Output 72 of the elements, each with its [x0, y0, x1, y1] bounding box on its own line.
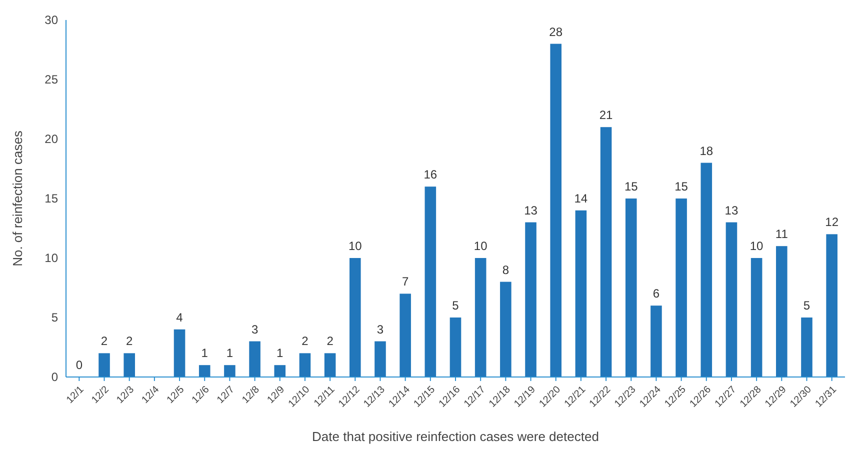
data-label: 3	[251, 322, 258, 336]
bar	[500, 282, 512, 377]
data-label: 5	[452, 298, 460, 312]
y-tick-label: 10	[44, 251, 58, 266]
data-label: 2	[326, 334, 334, 348]
data-label: 5	[803, 298, 810, 312]
data-label: 13	[524, 203, 538, 218]
x-tick-label: 12/1	[64, 384, 87, 406]
bar	[826, 234, 838, 377]
bar	[550, 44, 562, 377]
data-label: 15	[624, 180, 638, 194]
data-label: 0	[76, 358, 83, 372]
bar	[424, 186, 436, 377]
data-label: 10	[750, 239, 764, 253]
bar	[98, 353, 110, 377]
x-axis-title: Date that positive reinfection cases were detected	[312, 429, 599, 444]
data-label: 2	[100, 334, 108, 348]
data-label: 13	[724, 203, 738, 218]
bar	[726, 222, 738, 377]
x-tick-label: 12/3	[114, 384, 137, 406]
data-label: 11	[775, 227, 788, 242]
data-label: 14	[574, 191, 588, 206]
data-label: 6	[652, 286, 660, 301]
bar	[575, 210, 587, 377]
data-label: 21	[599, 108, 614, 122]
x-tick-label: 12/2	[90, 384, 112, 406]
bar	[700, 162, 712, 377]
y-tick-label: 0	[51, 370, 58, 384]
bar	[750, 258, 762, 377]
bar	[600, 127, 612, 377]
data-label: 28	[549, 24, 563, 39]
x-tick-label: 12/8	[240, 384, 262, 406]
bar	[474, 258, 486, 377]
data-label: 10	[474, 239, 488, 253]
bar	[776, 246, 788, 377]
data-label: 1	[276, 346, 284, 360]
data-label: 7	[402, 274, 409, 289]
bar	[625, 198, 637, 377]
bar	[801, 318, 812, 377]
data-label: 18	[700, 144, 714, 158]
data-label: 1	[201, 346, 208, 360]
data-label: 4	[176, 310, 184, 324]
bar	[174, 329, 186, 377]
data-label: 3	[376, 322, 384, 336]
bar	[650, 306, 662, 377]
y-tick-label: 30	[44, 13, 58, 28]
data-label: 10	[348, 239, 362, 253]
bar	[525, 222, 536, 377]
bar	[400, 294, 411, 377]
bar	[124, 353, 135, 377]
bar	[676, 198, 687, 377]
y-tick-label: 20	[44, 132, 58, 146]
bar	[374, 341, 386, 377]
data-label: 12	[825, 215, 839, 230]
bar	[350, 258, 361, 377]
y-tick-label: 15	[44, 192, 58, 206]
bar	[324, 353, 336, 377]
bar	[274, 365, 286, 377]
bar	[198, 365, 210, 377]
data-label: 8	[502, 262, 510, 277]
bar	[224, 365, 236, 377]
data-label: 2	[126, 334, 134, 348]
data-label: 2	[302, 334, 309, 348]
y-tick-label: 5	[51, 310, 58, 325]
data-label: 1	[226, 346, 234, 360]
data-label: 15	[674, 180, 688, 194]
y-axis-title: No. of reinfection cases	[10, 130, 25, 266]
bar	[299, 353, 311, 377]
bar	[450, 318, 462, 377]
y-tick-label: 25	[44, 72, 58, 87]
data-label: 16	[424, 168, 438, 182]
bar	[249, 341, 260, 377]
